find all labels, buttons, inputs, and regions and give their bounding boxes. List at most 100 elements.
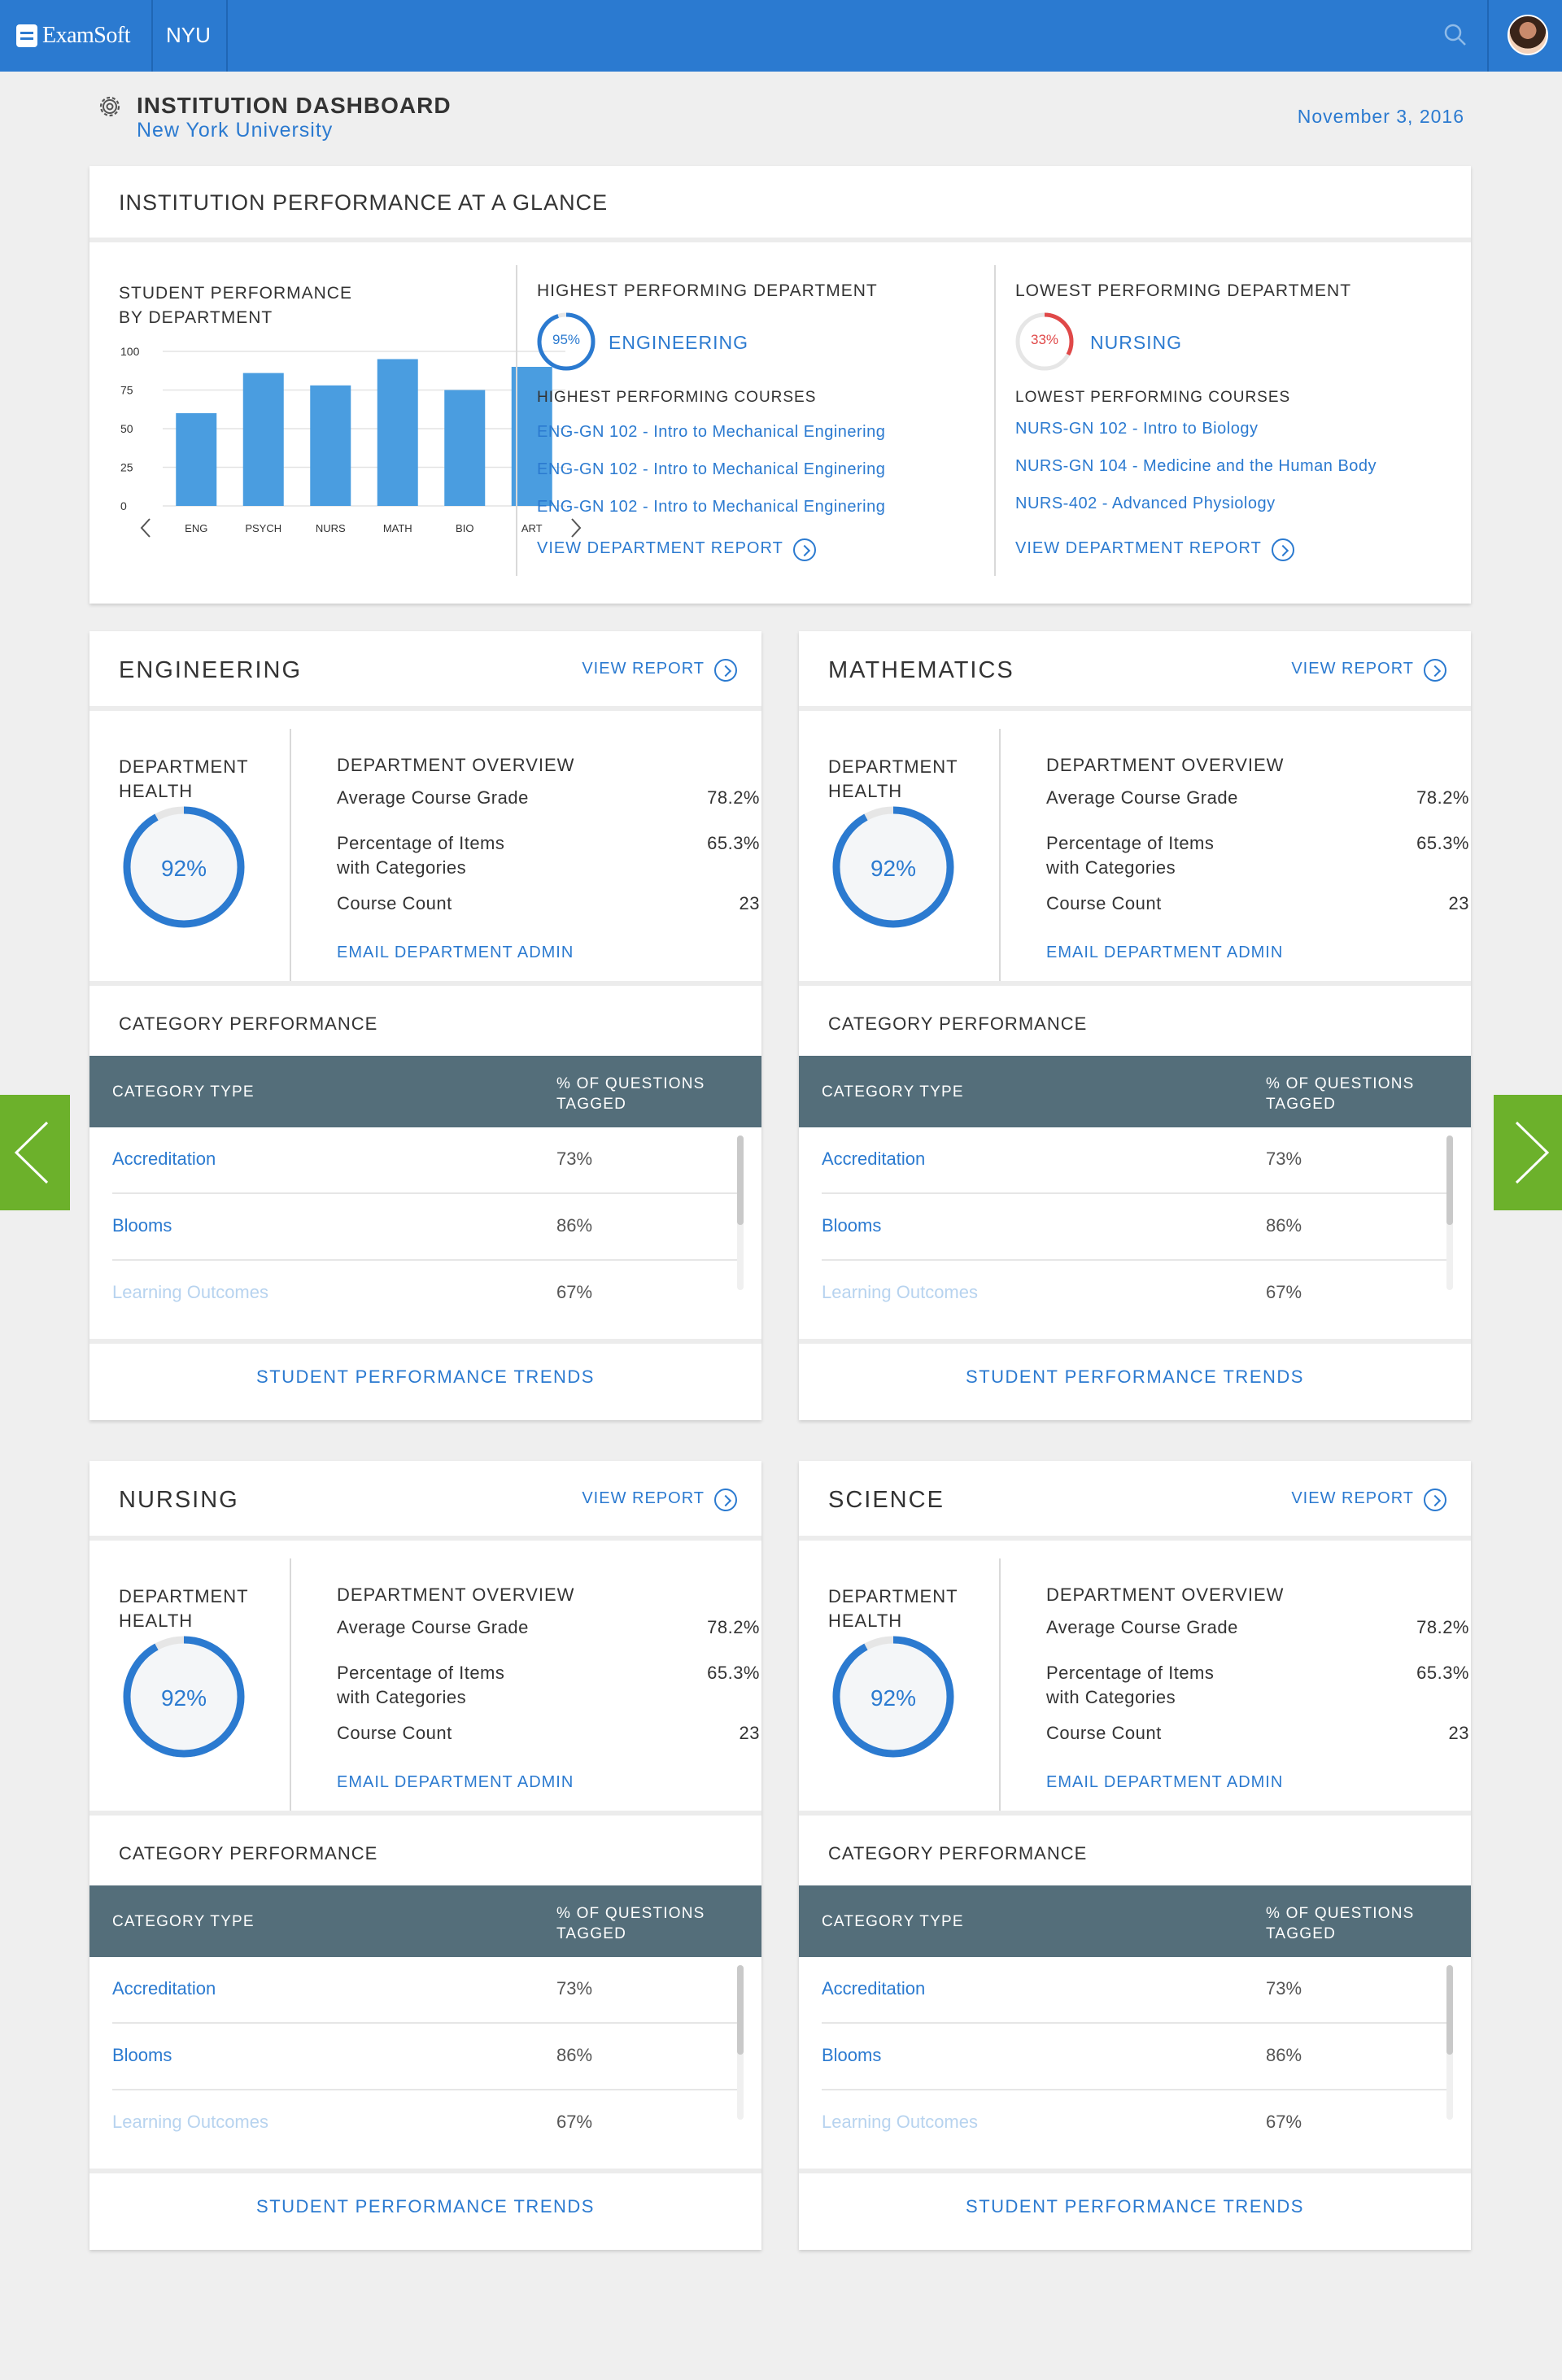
user-avatar[interactable]	[1507, 15, 1548, 55]
category-percent: 86%	[556, 2045, 593, 2065]
y-tick-label: 50	[120, 422, 133, 435]
health-label: DEPARTMENT HEALTH	[119, 1584, 249, 1633]
category-table-header: CATEGORY TYPE % OF QUESTIONS TAGGED	[799, 1056, 1471, 1127]
categories-row: Percentage of Items with Categories 65.3…	[1046, 1661, 1469, 1710]
highest-dept-name[interactable]: ENGINEERING	[609, 332, 749, 353]
course-count-value: 23	[739, 1723, 760, 1743]
view-report-button[interactable]: VIEW REPORT	[582, 659, 737, 682]
category-percent: 73%	[556, 1978, 593, 1999]
chevron-right-icon	[1271, 538, 1294, 561]
chevron-right-icon	[1424, 659, 1446, 682]
categories-label: Percentage of Items	[337, 1663, 505, 1683]
health-label-line: HEALTH	[119, 1611, 194, 1631]
chevron-left-icon[interactable]	[140, 518, 151, 538]
email-admin-link[interactable]: EMAIL DEPARTMENT ADMIN	[337, 1773, 574, 1791]
chart-title-line: STUDENT PERFORMANCE	[119, 284, 352, 303]
category-performance-title: CATEGORY PERFORMANCE	[119, 1843, 378, 1863]
column-header: % OF QUESTIONS TAGGED	[556, 1903, 705, 1944]
next-button[interactable]	[1494, 1095, 1562, 1210]
categories-value: 65.3%	[1416, 1663, 1469, 1683]
table-row[interactable]: Accreditation 73%	[822, 1957, 1448, 2024]
examsoft-logo[interactable]: ExamSoft	[16, 21, 131, 50]
course-link[interactable]: NURS-GN 104 - Medicine and the Human Bod…	[1015, 457, 1377, 475]
report-link-label: VIEW DEPARTMENT REPORT	[537, 539, 783, 558]
institution-switcher[interactable]: NYU	[166, 23, 211, 47]
table-row[interactable]: Learning Outcomes 67%	[822, 2090, 1448, 2157]
table-row[interactable]: Blooms 86%	[822, 1194, 1448, 1261]
table-row[interactable]: Blooms 86%	[112, 1194, 739, 1261]
course-link[interactable]: ENG-GN 102 - Intro to Mechanical Enginer…	[537, 423, 886, 441]
divider	[290, 1558, 291, 1811]
categories-label: with Categories	[337, 1687, 467, 1707]
course-link[interactable]: NURS-402 - Advanced Physiology	[1015, 495, 1276, 512]
overview-title: DEPARTMENT OVERVIEW	[337, 1584, 575, 1605]
course-count-label: Course Count	[1046, 1723, 1162, 1743]
gear-icon[interactable]	[96, 93, 124, 120]
scrollbar-thumb[interactable]	[737, 1136, 744, 1225]
table-row[interactable]: Accreditation 73%	[112, 1127, 739, 1194]
performance-trends-button[interactable]: STUDENT PERFORMANCE TRENDS	[966, 1367, 1304, 1387]
table-row[interactable]: Learning Outcomes 67%	[822, 1261, 1448, 1327]
course-link[interactable]: NURS-GN 102 - Intro to Biology	[1015, 420, 1259, 438]
table-row[interactable]: Accreditation 73%	[822, 1127, 1448, 1194]
performance-trends-button[interactable]: STUDENT PERFORMANCE TRENDS	[966, 2196, 1304, 2217]
overview-title: DEPARTMENT OVERVIEW	[337, 755, 575, 775]
category-name: Learning Outcomes	[822, 2112, 978, 2132]
view-report-button[interactable]: VIEW REPORT	[582, 1489, 737, 1511]
highest-report-button[interactable]: VIEW DEPARTMENT REPORT	[537, 538, 816, 561]
divider	[799, 1339, 1471, 1344]
course-link[interactable]: ENG-GN 102 - Intro to Mechanical Enginer…	[537, 460, 886, 478]
divider	[290, 729, 291, 981]
x-tick-label: NURS	[316, 522, 346, 534]
avg-grade-row: Average Course Grade 78.2%	[337, 1615, 760, 1640]
chevron-right-icon	[714, 659, 737, 682]
category-table-header: CATEGORY TYPE % OF QUESTIONS TAGGED	[89, 1056, 761, 1127]
divider	[799, 1811, 1471, 1816]
categories-label: with Categories	[1046, 857, 1176, 878]
chevron-left-icon	[14, 1121, 49, 1184]
divider	[151, 0, 153, 72]
lowest-dept-name[interactable]: NURSING	[1090, 332, 1183, 353]
chevron-right-icon[interactable]	[571, 518, 582, 538]
column-header: CATEGORY TYPE	[822, 1913, 964, 1930]
table-row[interactable]: Learning Outcomes 67%	[112, 1261, 739, 1327]
course-link[interactable]: ENG-GN 102 - Intro to Mechanical Enginer…	[537, 498, 886, 516]
table-row[interactable]: Accreditation 73%	[112, 1957, 739, 2024]
table-row[interactable]: Blooms 86%	[112, 2024, 739, 2090]
avg-grade-row: Average Course Grade 78.2%	[1046, 1615, 1469, 1640]
health-label-line: DEPARTMENT	[119, 1586, 249, 1606]
y-tick-label: 100	[120, 345, 140, 358]
previous-button[interactable]	[0, 1095, 70, 1210]
email-admin-link[interactable]: EMAIL DEPARTMENT ADMIN	[1046, 944, 1284, 961]
search-icon[interactable]	[1443, 23, 1468, 47]
category-percent: 67%	[1266, 1282, 1302, 1302]
brand-name: ExamSoft	[42, 23, 131, 48]
view-report-button[interactable]: VIEW REPORT	[1291, 1489, 1446, 1511]
bar	[176, 413, 217, 506]
category-table-header: CATEGORY TYPE % OF QUESTIONS TAGGED	[89, 1885, 761, 1957]
scrollbar-thumb[interactable]	[1446, 1965, 1453, 2055]
scrollbar-thumb[interactable]	[1446, 1136, 1453, 1225]
lowest-report-button[interactable]: VIEW DEPARTMENT REPORT	[1015, 538, 1294, 561]
performance-trends-button[interactable]: STUDENT PERFORMANCE TRENDS	[256, 1367, 595, 1387]
email-admin-link[interactable]: EMAIL DEPARTMENT ADMIN	[337, 944, 574, 961]
table-row[interactable]: Learning Outcomes 67%	[112, 2090, 739, 2157]
categories-label: with Categories	[1046, 1687, 1176, 1707]
email-admin-link[interactable]: EMAIL DEPARTMENT ADMIN	[1046, 1773, 1284, 1791]
view-report-button[interactable]: VIEW REPORT	[1291, 659, 1446, 682]
x-tick-label: PSYCH	[245, 522, 281, 534]
department-title: NURSING	[119, 1487, 239, 1513]
x-tick-label: MATH	[383, 522, 412, 534]
category-name: Blooms	[112, 2045, 172, 2065]
lowest-courses-label: LOWEST PERFORMING COURSES	[1015, 389, 1291, 406]
table-row[interactable]: Blooms 86%	[822, 2024, 1448, 2090]
category-percent: 73%	[1266, 1149, 1302, 1169]
chevron-right-icon	[714, 1489, 737, 1511]
course-count-value: 23	[1448, 1723, 1469, 1743]
categories-label: Percentage of Items	[1046, 833, 1215, 853]
avg-grade-row: Average Course Grade 78.2%	[1046, 786, 1469, 810]
scrollbar-thumb[interactable]	[737, 1965, 744, 2055]
performance-trends-button[interactable]: STUDENT PERFORMANCE TRENDS	[256, 2196, 595, 2217]
view-report-label: VIEW REPORT	[582, 1489, 705, 1508]
chevron-right-icon	[1424, 1489, 1446, 1511]
